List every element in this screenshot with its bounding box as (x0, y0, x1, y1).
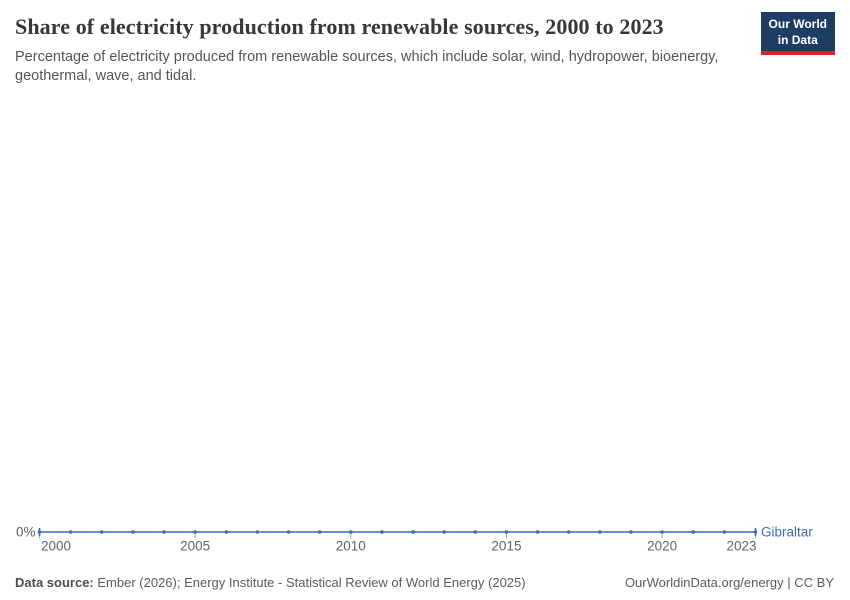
data-point[interactable] (193, 530, 197, 534)
data-point[interactable] (753, 530, 758, 534)
x-axis-label: 2020 (647, 539, 677, 554)
chart-header: Share of electricity production from ren… (15, 12, 835, 87)
data-point[interactable] (99, 530, 104, 534)
data-source-label: Data source: (15, 575, 94, 590)
data-point[interactable] (162, 530, 166, 534)
data-point[interactable] (473, 530, 478, 534)
data-point[interactable] (37, 530, 42, 534)
data-point[interactable] (224, 530, 229, 534)
x-axis-label: 2023 (726, 539, 756, 554)
data-point[interactable] (566, 530, 571, 534)
data-point[interactable] (442, 530, 446, 534)
data-point[interactable] (722, 530, 727, 534)
owid-logo-line1: Our World (768, 17, 827, 31)
data-point[interactable] (660, 530, 664, 534)
data-point[interactable] (68, 530, 73, 534)
data-point[interactable] (629, 530, 633, 534)
data-point[interactable] (286, 530, 291, 534)
y-axis-label: 0% (16, 525, 36, 540)
data-point[interactable] (535, 530, 540, 534)
data-point[interactable] (255, 530, 260, 534)
data-point[interactable] (131, 530, 135, 534)
x-axis-label: 2000 (41, 539, 71, 554)
data-point[interactable] (598, 530, 602, 534)
data-point[interactable] (317, 530, 322, 534)
chart-title: Share of electricity production from ren… (15, 14, 664, 39)
x-axis-label: 2010 (336, 539, 366, 554)
x-axis-label: 2015 (491, 539, 521, 554)
data-point[interactable] (349, 530, 353, 534)
x-axis-label: 2005 (180, 539, 210, 554)
chart-footer: Data source: Ember (2026); Energy Instit… (15, 575, 834, 590)
data-point[interactable] (691, 530, 696, 534)
data-source-text: Ember (2026); Energy Institute - Statist… (97, 575, 526, 590)
data-point[interactable] (380, 530, 384, 534)
credit-link[interactable]: OurWorldinData.org/energy | CC BY (624, 575, 834, 590)
chart-subtitle: Percentage of electricity produced from … (15, 48, 719, 85)
data-point[interactable] (504, 530, 509, 534)
entity-label[interactable]: Gibraltar (761, 525, 813, 540)
data-source-note: Data source: Ember (2026); Energy Instit… (15, 575, 526, 590)
data-point[interactable] (411, 530, 415, 534)
owid-logo[interactable]: Our World in Data (760, 12, 835, 56)
owid-logo-line2: in Data (777, 32, 818, 47)
